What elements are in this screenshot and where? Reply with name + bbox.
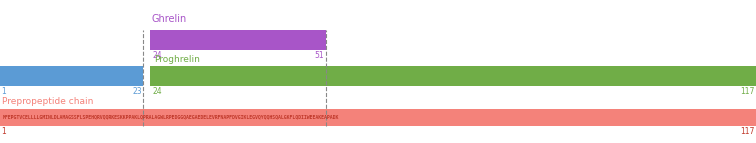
Text: 23: 23 [132,87,142,96]
Text: 117: 117 [740,87,754,96]
Bar [150,66,756,86]
Bar [0,66,144,86]
Text: Ghrelin: Ghrelin [151,14,187,24]
Text: 24: 24 [152,51,162,60]
Bar [0,109,756,126]
Text: 1: 1 [2,87,6,96]
Text: MFEPGTVCELLLLGMINLDLAMAGSSFLSPEHQRVQQRKESKKPPAKLQPRALAGWLRPEDGGQAEGAEDELEVRFNAPF: MFEPGTVCELLLLGMINLDLAMAGSSFLSPEHQRVQQRKE… [2,115,339,120]
Text: Prepropeptide chain: Prepropeptide chain [2,97,94,106]
Text: 51: 51 [314,51,324,60]
Text: 117: 117 [740,127,754,136]
Text: Signal peptide: Signal peptide [2,71,68,80]
Text: Proghrelin: Proghrelin [153,55,200,64]
Text: 24: 24 [152,87,162,96]
Text: 1: 1 [2,127,6,136]
Bar [150,30,326,50]
